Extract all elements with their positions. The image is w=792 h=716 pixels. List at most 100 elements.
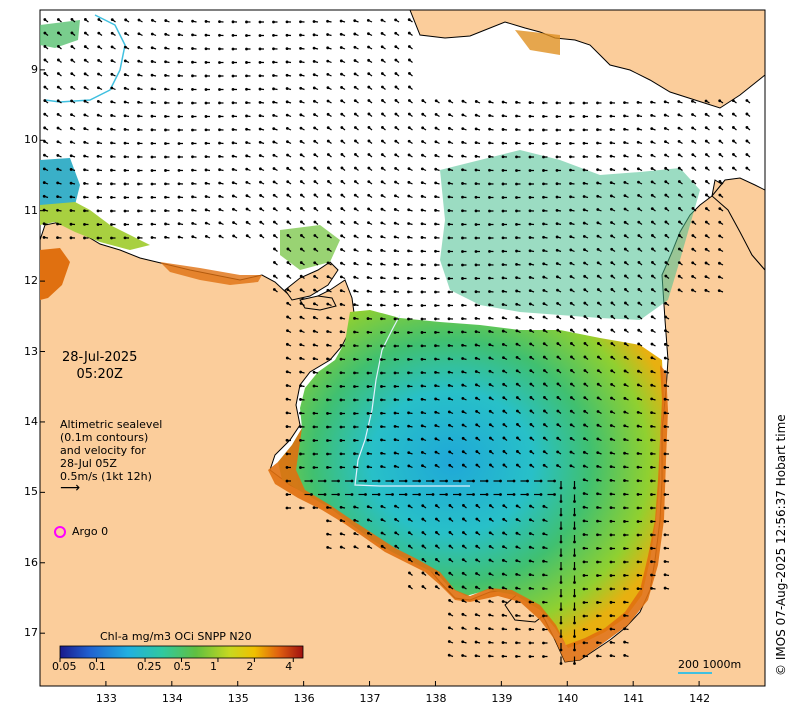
velocity-arrow-head (123, 236, 127, 240)
velocity-arrow-head (528, 532, 532, 535)
velocity-arrow-head (353, 99, 357, 103)
velocity-arrow-head (110, 168, 113, 172)
velocity-arrow-head (339, 452, 343, 456)
velocity-arrow-head (285, 126, 289, 130)
velocity-arrow-head (650, 493, 653, 496)
velocity-arrow-head (623, 506, 626, 510)
velocity-arrow-head (623, 465, 626, 469)
velocity-arrow-head (218, 141, 221, 145)
velocity-arrow-head (488, 182, 491, 186)
velocity-arrow-head (447, 236, 451, 240)
velocity-arrow-head (245, 141, 249, 144)
velocity-arrow-head (502, 356, 505, 360)
velocity-arrow-head (488, 114, 492, 117)
velocity-arrow-head (339, 330, 343, 334)
velocity-arrow-head (231, 74, 235, 78)
velocity-arrow-head (461, 140, 465, 144)
velocity-arrow-head (555, 222, 559, 226)
velocity-arrow-head (474, 654, 478, 658)
velocity-arrow-head (366, 412, 370, 415)
velocity-arrow-head (636, 410, 640, 414)
velocity-arrow-head (637, 342, 641, 346)
velocity-arrow-head (96, 141, 100, 144)
velocity-arrow-head (569, 450, 573, 454)
velocity-arrow-head (569, 301, 573, 305)
velocity-arrow-head (461, 370, 465, 374)
velocity-arrow-head (380, 194, 384, 197)
velocity-arrow-head (326, 234, 330, 238)
velocity-arrow-head (596, 168, 599, 172)
velocity-arrow-head (394, 112, 398, 116)
velocity-arrow-head (488, 223, 491, 226)
velocity-arrow-head (609, 437, 613, 441)
velocity-arrow-head (677, 193, 681, 197)
velocity-arrow-head (407, 167, 411, 171)
velocity-arrow-head (285, 384, 289, 387)
velocity-arrow-head (434, 585, 438, 588)
velocity-arrow-head (381, 99, 384, 102)
velocity-arrow-head (609, 519, 613, 523)
velocity-arrow-head (570, 342, 573, 345)
velocity-arrow-head (364, 493, 367, 496)
velocity-arrow-head (528, 627, 532, 631)
velocity-arrow-head (447, 330, 451, 334)
velocity-arrow-head (177, 222, 181, 226)
velocity-arrow-head (353, 505, 357, 509)
velocity-arrow-head (407, 531, 411, 535)
velocity-arrow-head (272, 288, 276, 291)
velocity-arrow-head (407, 208, 411, 212)
velocity-arrow-head (245, 47, 248, 51)
velocity-arrow-head (421, 558, 425, 561)
velocity-arrow-head (501, 641, 505, 644)
velocity-arrow-head (461, 263, 464, 267)
velocity-arrow-head (488, 290, 491, 293)
colorbar-tick-label: 0.05 (52, 660, 77, 673)
velocity-arrow-head (377, 479, 381, 483)
velocity-arrow-head (272, 100, 275, 104)
velocity-arrow-head (559, 581, 563, 584)
velocity-arrow-head (177, 128, 181, 132)
velocity-arrow-head (394, 18, 398, 22)
velocity-arrow-head (596, 641, 599, 644)
velocity-arrow-head (83, 195, 86, 199)
velocity-arrow-head (43, 140, 46, 143)
velocity-arrow-head (272, 167, 276, 170)
velocity-arrow-head (624, 288, 627, 291)
velocity-arrow-head (407, 331, 410, 334)
velocity-arrow-head (393, 451, 397, 455)
velocity-arrow-head (596, 560, 599, 564)
velocity-arrow-head (718, 153, 722, 156)
velocity-arrow-head (393, 317, 397, 321)
velocity-arrow-head (583, 382, 587, 386)
velocity-arrow-head (502, 409, 506, 413)
velocity-arrow-head (434, 571, 438, 575)
velocity-arrow-head (609, 451, 613, 455)
velocity-arrow-head (245, 61, 248, 64)
velocity-arrow-head (650, 438, 653, 442)
velocity-arrow-head (488, 141, 491, 145)
velocity-arrow-head (515, 141, 518, 145)
velocity-arrow-head (664, 220, 668, 224)
velocity-arrow-head (380, 58, 384, 62)
velocity-arrow-head (285, 20, 289, 24)
velocity-arrow-head (326, 139, 330, 143)
velocity-arrow-head (556, 369, 560, 372)
velocity-arrow-head (70, 85, 74, 89)
island (299, 295, 337, 311)
velocity-arrow-head (231, 194, 235, 198)
velocity-arrow-head (461, 154, 465, 158)
velocity-arrow-head (43, 18, 47, 21)
velocity-arrow-head (245, 220, 249, 224)
velocity-arrow-head (204, 141, 208, 145)
velocity-arrow-head (150, 46, 154, 50)
velocity-arrow-head (245, 101, 248, 105)
velocity-arrow-head (623, 479, 626, 482)
velocity-arrow-head (407, 31, 411, 35)
velocity-arrow-head (83, 127, 87, 130)
velocity-arrow-head (380, 544, 384, 548)
velocity-arrow-head (555, 115, 559, 118)
velocity-arrow-head (474, 330, 478, 334)
velocity-arrow-head (393, 411, 397, 415)
legend-line: 0.5m/s (1kt 12h) (60, 470, 152, 483)
velocity-arrow-head (258, 47, 262, 51)
